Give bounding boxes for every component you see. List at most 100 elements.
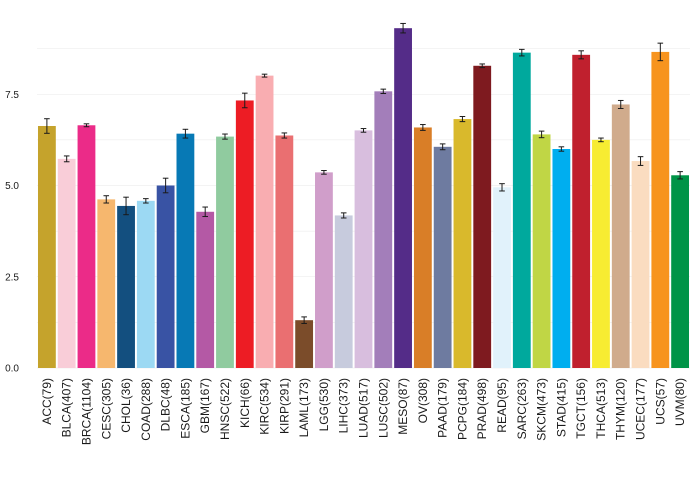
error-bar	[479, 63, 486, 69]
x-tick-label: LUSC(502)	[376, 378, 390, 438]
error-bar	[657, 42, 664, 62]
error-bar	[241, 92, 248, 109]
x-tick-label: SKCM(473)	[535, 378, 549, 441]
bar	[275, 135, 294, 368]
x-tick-label: OV(308)	[416, 378, 430, 423]
error-bar	[281, 132, 288, 139]
x-tick-label: BLCA(407)	[60, 378, 74, 437]
bar	[473, 65, 492, 368]
error-bar	[143, 198, 149, 204]
x-tick-label: READ(95)	[495, 378, 509, 433]
bar	[136, 200, 155, 368]
error-bar	[44, 118, 50, 134]
bar	[354, 130, 373, 368]
bar	[493, 187, 511, 368]
bar	[295, 320, 314, 368]
x-axis-tick-labels: ACC(79) BLCA(407) BRCA(1104) CESC(305) CHOL(…	[40, 378, 687, 445]
error-bar	[578, 50, 584, 60]
x-tick-label: ACC(79)	[40, 378, 54, 425]
error-bar	[340, 212, 347, 219]
x-tick-label: HNSC(522)	[218, 378, 232, 440]
bar	[57, 158, 76, 368]
error-bar	[63, 155, 70, 163]
y-axis-tick-labels: 0.0 2.5 5.0 7.5	[5, 90, 19, 375]
x-tick-label: SARC(263)	[515, 378, 529, 439]
error-bar	[301, 316, 307, 324]
bar	[176, 133, 195, 368]
bar	[77, 125, 96, 369]
y-tick-label: 2.5	[5, 272, 19, 283]
error-bars	[44, 22, 683, 324]
error-bar	[519, 48, 525, 57]
bar	[611, 104, 630, 368]
error-bar	[83, 123, 90, 128]
error-bar	[202, 206, 208, 218]
error-bar	[261, 73, 268, 78]
bar	[97, 199, 116, 368]
bar	[552, 149, 571, 368]
error-bar	[222, 133, 228, 140]
error-bar	[321, 170, 327, 175]
bars	[37, 28, 690, 369]
error-bar	[182, 128, 189, 139]
x-tick-label: LIHC(373)	[337, 378, 351, 433]
bar	[433, 146, 452, 368]
bar	[631, 161, 650, 368]
bar	[315, 172, 333, 368]
x-tick-label: UCEC(177)	[634, 378, 648, 440]
y-tick-label: 7.5	[5, 90, 19, 101]
bar	[671, 175, 690, 368]
bar	[334, 215, 353, 368]
error-bar	[420, 124, 426, 131]
bar	[216, 136, 234, 368]
x-tick-label: STAD(415)	[554, 378, 568, 437]
bar	[651, 51, 670, 368]
error-bar	[360, 128, 367, 133]
bar	[117, 205, 135, 368]
bar	[196, 211, 215, 368]
error-bar	[400, 22, 406, 34]
x-tick-label: BRCA(1104)	[79, 378, 93, 445]
error-bar	[162, 177, 169, 194]
error-bar	[558, 146, 565, 152]
x-tick-label: LAML(173)	[297, 378, 311, 437]
x-tick-label: KICH(66)	[238, 378, 252, 428]
error-bar	[598, 137, 604, 143]
error-bar	[380, 88, 387, 95]
x-tick-label: UVM(80)	[673, 378, 687, 426]
bar	[532, 134, 551, 368]
x-tick-label: TGCT(156)	[574, 378, 588, 439]
error-bar	[103, 195, 110, 204]
bar	[512, 52, 531, 368]
x-tick-label: PAAD(179)	[436, 378, 450, 438]
error-bar	[637, 156, 644, 166]
error-bar	[617, 99, 624, 109]
x-tick-label: GBM(167)	[198, 378, 212, 433]
y-tick-label: 0.0	[5, 364, 19, 375]
bar	[394, 28, 412, 369]
x-tick-label: DLBC(48)	[159, 378, 173, 431]
x-tick-label: UCS(57)	[653, 378, 667, 425]
error-bar	[499, 183, 505, 192]
x-tick-label: THCA(513)	[594, 378, 608, 439]
bar	[453, 119, 472, 368]
x-tick-label: KIRC(534)	[258, 378, 272, 435]
bar	[374, 91, 393, 368]
x-tick-label: KIRP(291)	[277, 378, 291, 434]
error-bar	[459, 116, 466, 123]
x-tick-label: MESO(87)	[396, 378, 410, 435]
bar	[235, 100, 254, 368]
bar	[572, 54, 591, 369]
error-bar	[677, 171, 683, 180]
x-tick-label: LUAD(517)	[357, 378, 371, 438]
x-tick-label: CESC(305)	[99, 378, 113, 439]
x-tick-label: THYM(120)	[614, 378, 628, 440]
bar	[37, 126, 56, 368]
bar	[413, 127, 432, 368]
error-bar	[538, 130, 545, 139]
x-tick-label: PCPG(184)	[455, 378, 469, 440]
x-tick-label: CHOL(36)	[119, 378, 133, 433]
x-tick-label: LGG(530)	[317, 378, 331, 431]
x-tick-label: ESCA(185)	[178, 378, 192, 439]
